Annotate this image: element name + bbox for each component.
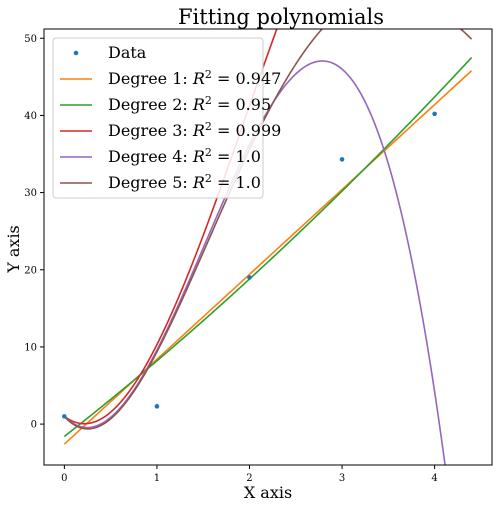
legend-entry: Degree 5: R2 = 1.0 bbox=[108, 172, 261, 192]
y-tick-label: 0 bbox=[31, 420, 37, 431]
y-tick-label: 10 bbox=[24, 342, 37, 353]
x-tick-label: 2 bbox=[246, 473, 252, 484]
legend-entry: Data bbox=[108, 43, 147, 62]
data-point bbox=[247, 275, 252, 280]
legend-box bbox=[52, 37, 264, 199]
fit-line-degree-3 bbox=[63, 29, 278, 425]
data-point bbox=[62, 414, 67, 419]
x-tick-label: 4 bbox=[431, 473, 437, 484]
fit-line-degree-5 bbox=[63, 29, 473, 430]
legend-marker-data bbox=[73, 50, 79, 56]
x-tick-label: 1 bbox=[154, 473, 160, 484]
x-tick-label: 0 bbox=[61, 473, 67, 484]
plot-frame bbox=[43, 28, 493, 466]
fit-line-degree-2 bbox=[63, 56, 473, 438]
plot-area bbox=[62, 29, 473, 465]
legend: Data Degree 1: R2 = 0.947 Degree 2: R2 = 0… bbox=[52, 37, 281, 199]
y-tick-label: 20 bbox=[24, 265, 37, 276]
y-tick-label: 30 bbox=[24, 188, 37, 199]
legend-entry: Degree 3: R2 = 0.999 bbox=[108, 120, 281, 140]
y-axis-label: Y axis bbox=[4, 225, 23, 274]
y-tick-label: 40 bbox=[24, 111, 37, 122]
x-tick-label: 3 bbox=[339, 473, 345, 484]
legend-entry: Degree 1: R2 = 0.947 bbox=[108, 68, 281, 88]
y-tick-label: 50 bbox=[24, 34, 37, 45]
legend-entry: Degree 4: R2 = 1.0 bbox=[108, 146, 261, 166]
x-axis-label: X axis bbox=[244, 483, 292, 502]
data-point bbox=[339, 157, 345, 162]
chart-title: Fitting polynomials bbox=[178, 5, 384, 29]
data-point bbox=[432, 111, 437, 117]
legend-entry: Degree 2: R2 = 0.95 bbox=[108, 94, 271, 114]
data-point bbox=[154, 404, 160, 409]
